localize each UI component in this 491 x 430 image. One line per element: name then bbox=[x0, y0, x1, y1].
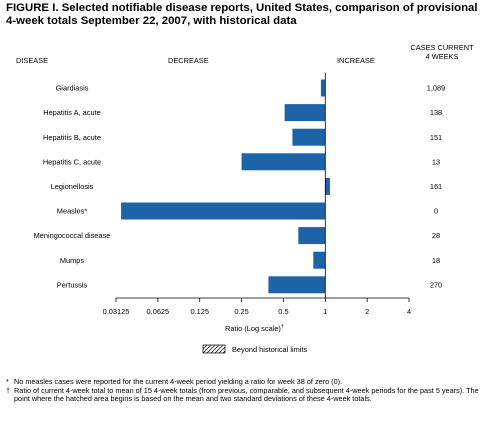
disease-label: Legionellosis bbox=[51, 182, 94, 191]
x-tick-label: 0.125 bbox=[190, 307, 209, 316]
disease-label: Pertussis bbox=[57, 280, 88, 289]
cases-value: 270 bbox=[430, 280, 442, 289]
x-tick-label: 2 bbox=[365, 307, 369, 316]
disease-label: Measles* bbox=[57, 207, 88, 216]
title-line-2: 4-week totals September 22, 2007, with h… bbox=[6, 15, 297, 27]
footnote-ratio: † Ratio of current 4-week total to mean … bbox=[6, 385, 488, 404]
footnote-text: No measles cases were reported for the c… bbox=[14, 377, 343, 386]
disease-label: Mumps bbox=[60, 256, 85, 265]
legend-label: Beyond historical limits bbox=[232, 345, 307, 354]
x-tick-label: 0.25 bbox=[234, 307, 248, 316]
x-tick-label: 1 bbox=[323, 307, 327, 316]
footnote-text: Ratio of current 4-week total to mean of… bbox=[14, 385, 479, 404]
x-axis-label-text: Ratio (Log scale) bbox=[225, 324, 281, 333]
disease-column-header: DISEASE bbox=[16, 56, 49, 65]
x-axis-label-footnote-marker: † bbox=[281, 324, 284, 330]
x-axis-label: Ratio (Log scale)† bbox=[225, 324, 284, 333]
bar bbox=[241, 153, 326, 171]
footnote-measles: * No measles cases were reported for the… bbox=[6, 377, 488, 387]
bar bbox=[292, 128, 326, 146]
bar bbox=[320, 79, 326, 97]
cases-header-line-2: 4 WEEKS bbox=[425, 52, 459, 61]
x-axis: 0.03125 0.0625 0.125 0.25 0.5 1 2 4 bbox=[103, 297, 411, 316]
bar bbox=[284, 104, 326, 122]
cases-value: 0 bbox=[434, 207, 438, 216]
x-tick-label: 0.03125 bbox=[103, 307, 130, 316]
title-line-1: FIGURE I. Selected notifiable disease re… bbox=[6, 2, 478, 14]
bar bbox=[313, 251, 326, 269]
cases-column-header: CASES CURRENT 4 WEEKS bbox=[400, 43, 484, 61]
disease-label: Giardiasis bbox=[56, 84, 89, 93]
bar bbox=[325, 177, 330, 195]
row-labels: Giardiasis 1,089 Hepatitis A, acute 138 Hepa… bbox=[34, 84, 446, 290]
x-tick-label: 0.0625 bbox=[147, 307, 170, 316]
figure-title: FIGURE I. Selected notifiable disease re… bbox=[6, 2, 486, 28]
cases-value: 151 bbox=[430, 133, 442, 142]
x-tick-label: 0.5 bbox=[278, 307, 288, 316]
bar bbox=[121, 202, 326, 220]
disease-label: Hepatitis A, acute bbox=[43, 108, 101, 117]
bar bbox=[268, 276, 326, 294]
footnote-symbol: † bbox=[6, 385, 11, 395]
x-tick-label: 4 bbox=[407, 307, 411, 316]
legend: Beyond historical limits bbox=[202, 344, 307, 354]
cases-value: 1,089 bbox=[427, 84, 446, 93]
cases-header-line-1: CASES CURRENT bbox=[410, 43, 474, 52]
bar bbox=[298, 227, 326, 245]
footnotes: * No measles cases were reported for the… bbox=[6, 377, 488, 404]
footnote-symbol: * bbox=[6, 377, 9, 386]
disease-label: Hepatitis C, acute bbox=[43, 157, 101, 166]
legend-swatch-hatched bbox=[202, 344, 226, 354]
decrease-header: DECREASE bbox=[168, 56, 209, 65]
increase-header: INCREASE bbox=[337, 56, 375, 65]
bar-chart: 0.03125 0.0625 0.125 0.25 0.5 1 2 4 Giardiasis 1… bbox=[34, 73, 446, 354]
cases-value: 18 bbox=[432, 256, 440, 265]
disease-label: Meningococcal disease bbox=[34, 231, 111, 240]
bars-layer bbox=[121, 79, 330, 294]
cases-value: 13 bbox=[432, 157, 440, 166]
cases-value: 138 bbox=[430, 108, 442, 117]
cases-value: 161 bbox=[430, 182, 442, 191]
disease-label: Hepatitis B, acute bbox=[43, 133, 101, 142]
cases-value: 28 bbox=[432, 231, 440, 240]
